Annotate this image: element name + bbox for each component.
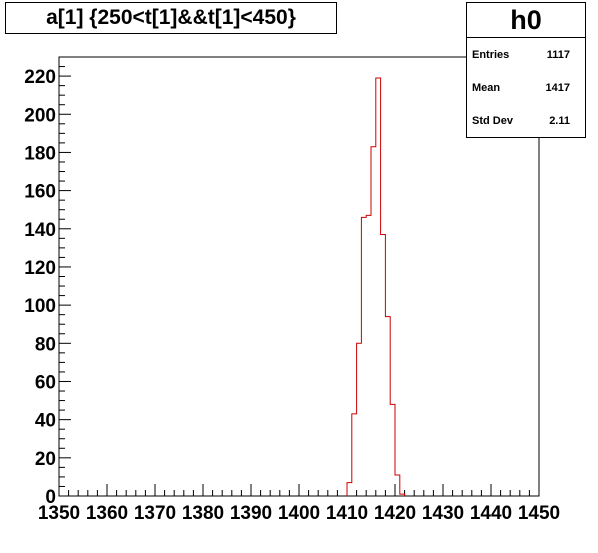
histogram-bin [347,483,352,496]
y-tick-label: 120 [24,258,56,279]
x-tick-label: 1440 [470,503,512,524]
histogram-bin [371,147,376,496]
y-tick-label: 220 [24,67,56,88]
histogram-bin [352,414,357,496]
y-axis-ticks: 0 20 40 60 80 100 120 140 160 180 200 220 [24,56,71,508]
stat-label: Mean [472,82,501,94]
stat-row-entries: Entries 1117 [467,38,585,72]
histogram-bin [385,317,390,496]
stat-value: 2.11 [549,115,570,127]
stat-row-mean: Mean 1417 [467,71,585,105]
histogram-bin [366,215,371,496]
x-tick-label: 1450 [518,503,560,524]
y-tick-label: 100 [24,296,56,317]
x-tick-label: 1420 [374,503,416,524]
x-tick-label: 1390 [230,503,272,524]
histogram-outline [346,77,406,496]
histogram-bin [390,404,395,496]
stat-value: 1117 [546,49,570,61]
x-tick-label: 1350 [38,503,80,524]
histogram-bin [357,343,362,496]
y-tick-label: 60 [35,372,56,393]
x-tick-label: 1380 [182,503,224,524]
x-axis-ticks: 1350 1360 1370 1380 1390 1400 1410 1420 1430 1440… [38,484,560,524]
stat-label: Std Dev [472,115,513,127]
x-tick-label: 1410 [326,503,368,524]
x-tick-label: 1360 [86,503,128,524]
y-tick-label: 20 [35,449,56,470]
stat-label: Entries [472,49,510,61]
y-tick-label: 160 [24,182,56,203]
histogram-bin [395,475,400,496]
y-tick-label: 80 [35,334,56,355]
y-tick-label: 180 [24,143,56,164]
stat-value: 1417 [545,82,570,94]
y-tick-label: 200 [24,105,56,126]
y-tick-label: 140 [24,220,56,241]
stats-box: h0 Entries 1117 Mean 1417 Std Dev 2.11 [466,2,586,138]
chart-title: a[1] {250<t[1]&&t[1]<450} [5,2,337,34]
x-tick-label: 1370 [134,503,176,524]
histogram-bin [361,217,366,496]
stat-row-std-dev: Std Dev 2.11 [467,104,585,138]
y-tick-label: 40 [35,411,56,432]
x-tick-label: 1430 [422,503,464,524]
histogram-name: h0 [467,3,585,38]
histogram-bin [381,235,386,496]
y-tick-label: 0 [45,487,56,508]
histogram-bin [376,78,381,496]
x-tick-label: 1400 [278,503,320,524]
